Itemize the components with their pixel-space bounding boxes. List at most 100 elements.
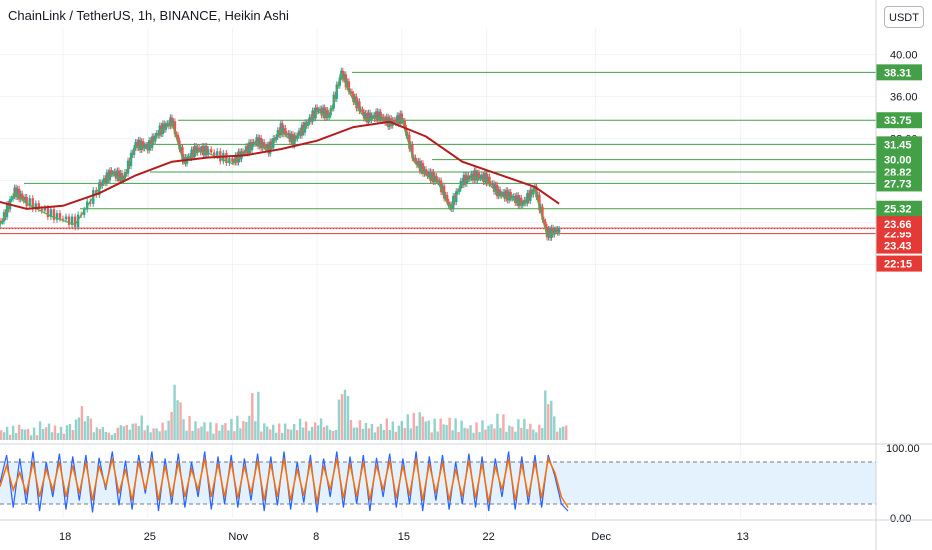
candle-body <box>494 184 497 192</box>
price-axis-tick: 36.00 <box>890 92 918 104</box>
volume-bar <box>131 423 134 440</box>
volume-bar <box>349 420 353 440</box>
volume-bar <box>218 430 221 440</box>
candle-body <box>134 142 137 148</box>
candle-body <box>376 111 379 121</box>
volume-bar <box>98 429 102 440</box>
currency-button[interactable]: USDT <box>884 6 924 28</box>
volume-bar <box>532 429 535 440</box>
candle-body <box>281 123 284 135</box>
volume-bar <box>236 415 239 440</box>
candle-body <box>31 198 34 210</box>
volume-bar <box>316 425 320 440</box>
candle-body <box>196 147 199 153</box>
volume-bar <box>44 427 48 440</box>
volume-bar <box>140 415 143 440</box>
candle-body <box>476 172 479 181</box>
price-badge-label: 23.43 <box>884 241 912 253</box>
volume-bar <box>541 428 544 440</box>
candle-body <box>22 198 25 201</box>
candle-body <box>480 174 484 178</box>
candle-body <box>135 142 139 148</box>
volume-bar <box>2 432 6 440</box>
volume-bar <box>32 427 36 440</box>
candle-body <box>143 145 146 149</box>
oscillator-axis-tick: 100.00 <box>886 443 920 455</box>
time-axis-tick: 18 <box>59 531 71 543</box>
volume-bar <box>227 430 230 440</box>
volume-bar <box>538 424 541 440</box>
candle-body <box>474 170 478 181</box>
candle-body <box>521 203 524 206</box>
candle-body <box>465 175 469 184</box>
candle-body <box>353 96 357 103</box>
volume-bar <box>197 428 200 440</box>
candle-body <box>380 116 384 121</box>
candle-body <box>155 133 158 136</box>
candle-body <box>444 194 447 199</box>
candle-body <box>520 197 523 206</box>
volume-bar <box>158 431 161 440</box>
fast-line <box>0 72 560 238</box>
volume-bar <box>346 396 350 440</box>
volume-bar <box>56 433 60 440</box>
candle-body <box>548 228 552 238</box>
volume-bar <box>373 432 377 440</box>
candle-body <box>49 209 53 218</box>
volume-bar <box>11 425 15 440</box>
candle-body <box>282 127 286 135</box>
candle-body <box>341 70 345 80</box>
volume-bar <box>550 400 553 440</box>
candle-body <box>556 229 559 233</box>
volume-bar <box>38 421 42 440</box>
candle-body <box>202 146 205 156</box>
candle-body <box>58 213 62 219</box>
volume-bar <box>379 423 383 440</box>
price-badge-label: 23.66 <box>884 219 912 231</box>
candle-body <box>501 192 505 195</box>
volume-bar <box>239 428 242 440</box>
candle-body <box>73 216 77 228</box>
candle-body <box>244 146 248 153</box>
candle-body <box>343 74 346 80</box>
volume-bar <box>254 421 257 440</box>
candle-body <box>259 137 263 149</box>
candle-body <box>464 174 467 184</box>
candle-body <box>544 221 547 227</box>
volume-bar <box>188 415 191 440</box>
volume-bar <box>556 431 559 440</box>
candle-body <box>138 139 142 150</box>
volume-bar <box>460 420 463 440</box>
time-axis-tick: 25 <box>144 531 156 543</box>
volume-bar <box>454 418 457 440</box>
volume-bar <box>242 421 245 440</box>
volume-bar <box>80 406 84 440</box>
candle-body <box>370 115 373 120</box>
candle-body <box>491 183 494 185</box>
candle-body <box>368 112 372 120</box>
volume-bar <box>152 428 155 440</box>
candle-body <box>471 173 475 181</box>
candle-body <box>417 160 420 166</box>
volume-bar <box>340 394 344 440</box>
volume-bar <box>514 431 517 440</box>
candle-body <box>500 194 503 196</box>
volume-bar <box>505 431 508 440</box>
volume-bar <box>562 426 565 440</box>
volume-bar <box>26 428 30 440</box>
volume-bar <box>74 419 78 440</box>
volume-bar <box>547 404 550 440</box>
time-axis-tick: 8 <box>313 531 319 543</box>
volume-bar <box>331 430 335 440</box>
volume-bar <box>418 412 421 440</box>
candle-body <box>205 145 208 155</box>
candle-body <box>105 172 109 184</box>
volume-bar <box>511 426 514 440</box>
volume-bar <box>400 421 403 440</box>
candle-body <box>256 137 260 147</box>
candle-body <box>550 227 553 238</box>
candle-body <box>179 147 183 150</box>
candle-body <box>317 110 320 112</box>
candle-body <box>423 169 426 174</box>
level-badge <box>876 151 922 168</box>
